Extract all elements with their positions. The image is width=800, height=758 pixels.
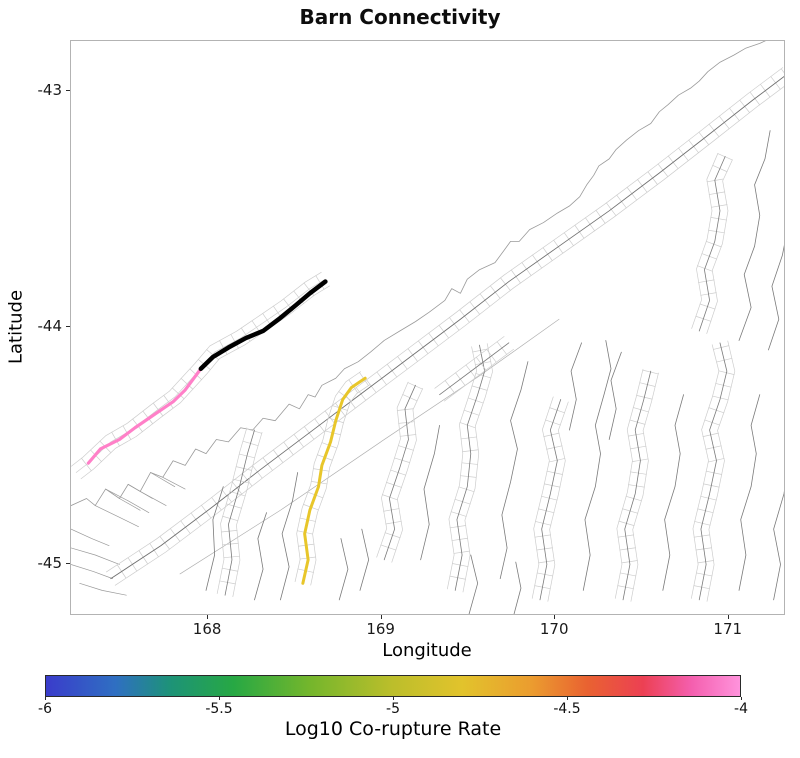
colorbar-tick-mark (219, 697, 220, 700)
plot-area (70, 40, 785, 615)
colorbar-tick-mark (45, 697, 46, 700)
fault-p (738, 394, 761, 591)
colorbar-gradient (45, 675, 741, 697)
alpine-fault (110, 76, 784, 580)
y-tick-mark (66, 326, 70, 328)
colorbar-label: Log10 Co-rupture Rate (284, 718, 502, 740)
x-tick-label: 170 (539, 620, 569, 638)
alpine-fault-rail (114, 86, 784, 586)
fault-u-rail (434, 336, 505, 389)
colorbar-tick-label: -4.5 (553, 701, 581, 717)
fjord-inlet-7 (162, 476, 186, 490)
fjord-inlet-2 (105, 488, 150, 514)
fault-e (338, 538, 349, 601)
fault-g (383, 384, 416, 561)
y-tick-mark (66, 89, 70, 91)
colorbar-tick-mark (567, 697, 568, 700)
colorbar-tick-label: -6 (38, 701, 52, 717)
fault-o-rail (691, 344, 720, 599)
y-axis-label: Latitude (5, 289, 27, 365)
y-tick-label: -45 (37, 553, 63, 572)
x-tick-label: 169 (366, 620, 395, 638)
fjord-inlet-8 (71, 547, 120, 565)
fault-k-rail (531, 396, 554, 599)
fjord-inlet-6 (150, 472, 176, 487)
corupture-fault-yellow (301, 376, 367, 585)
fault-n (662, 394, 684, 591)
x-axis-label: Longitude (382, 640, 472, 661)
fault-g-rail (391, 388, 424, 563)
x-tick-label: 168 (192, 620, 222, 638)
corupture-fault-pink (86, 367, 203, 465)
fault-g-rail (376, 381, 409, 558)
fault-w (608, 351, 622, 440)
fault-b (205, 486, 224, 591)
fault-s (738, 130, 771, 341)
fault-map (71, 41, 784, 614)
corupture-fault-yellow-rail (310, 384, 371, 586)
barn-fault-ladder-rail (71, 271, 322, 467)
fjord-inlet-11 (71, 528, 110, 546)
alpine-fault-rung (780, 68, 784, 74)
fault-f (359, 528, 370, 591)
fault-i (454, 344, 486, 591)
fault-u (439, 342, 510, 396)
fault-i-rail (446, 346, 478, 590)
fault-i-rail (462, 343, 493, 593)
fjord-inlet-3 (119, 498, 141, 511)
fault-q (773, 491, 784, 601)
fjord-inlet-1 (94, 505, 139, 528)
fault-r (698, 156, 726, 332)
barn-fault-ladder-rail (80, 285, 330, 480)
x-tick-mark (727, 615, 729, 619)
fault-c (254, 512, 267, 601)
fault-k (539, 399, 562, 601)
coastline (71, 41, 766, 506)
fault-k-rail (547, 401, 569, 602)
fault-m (622, 370, 652, 601)
y-tick-label: -44 (37, 317, 63, 336)
barn-fault-highlight (198, 279, 328, 371)
fjord-inlet-5 (139, 491, 167, 506)
colorbar-tick-label: -5.5 (205, 701, 233, 717)
fault-v (569, 342, 582, 431)
fault-o-rail (706, 340, 736, 602)
chart-title: Barn Connectivity (299, 5, 501, 29)
fault-z (513, 561, 522, 614)
fault-m-rail (630, 372, 659, 602)
fault-h (420, 424, 440, 561)
fault-a-rail (216, 427, 248, 594)
fjord-inlet-10 (79, 582, 127, 596)
x-tick-label: 171 (713, 620, 743, 638)
y-tick-label: -43 (37, 80, 63, 99)
colorbar-tick-label: -5 (386, 701, 400, 717)
colorbar-tick-mark (393, 697, 394, 700)
x-tick-mark (380, 615, 382, 619)
x-tick-mark (207, 615, 209, 619)
fault-a (224, 429, 255, 596)
alpine-fault-rail (106, 67, 784, 573)
fault-l (582, 340, 612, 591)
inland-parallel-fault (179, 318, 560, 575)
fault-y (468, 554, 479, 614)
fault-m-rail (614, 368, 644, 599)
fault-o (698, 342, 728, 601)
fjord-inlet-9 (71, 564, 113, 579)
y-tick-mark (66, 562, 70, 564)
fault-d (280, 472, 299, 601)
colorbar-tick-mark (741, 697, 742, 700)
fault-r-rail (691, 152, 719, 329)
fault-r-rail (706, 159, 733, 334)
x-tick-mark (554, 615, 556, 619)
fault-j (499, 361, 529, 580)
fault-a-rail (232, 431, 263, 598)
fault-u-rail (444, 348, 515, 402)
colorbar-tick-label: -4 (734, 701, 748, 717)
fault-t (768, 245, 784, 351)
